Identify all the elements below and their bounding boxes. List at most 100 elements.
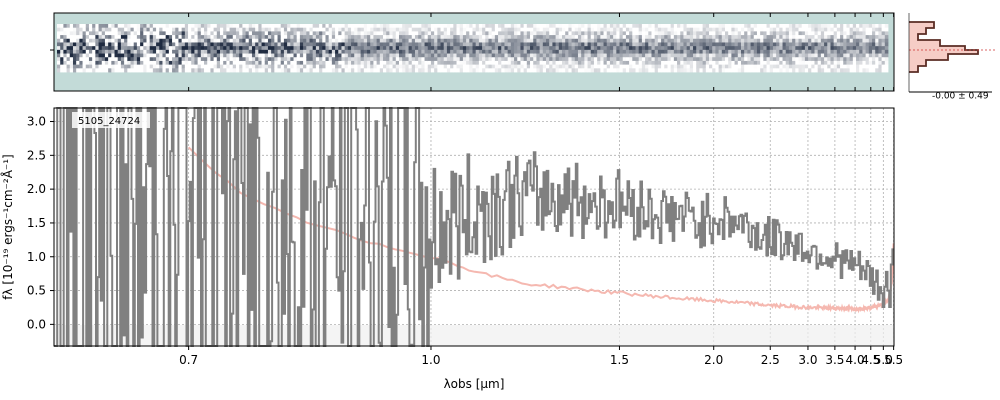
heatmap-cell (130, 38, 135, 43)
heatmap-cell (373, 68, 378, 73)
heatmap-cell (609, 60, 614, 66)
heatmap-cell (347, 49, 352, 54)
heatmap-cell (852, 31, 857, 36)
heatmap-cell (277, 57, 282, 62)
heatmap-cell (363, 42, 368, 47)
heatmap-cell (223, 27, 227, 32)
heatmap-cell (824, 24, 828, 29)
heatmap-cell (424, 31, 429, 36)
heatmap-cell (114, 27, 119, 32)
heatmap-cell (693, 60, 697, 66)
heatmap-cell (309, 42, 314, 47)
heatmap-cell (482, 53, 486, 58)
heatmap-cell (609, 53, 614, 58)
heatmap-cell (296, 42, 301, 47)
heatmap-cell (836, 24, 841, 29)
heatmap-cell (319, 27, 323, 32)
heatmap-cell (411, 35, 416, 40)
heatmap-cell (427, 46, 432, 51)
heatmap-cell (271, 42, 275, 47)
heatmap-cell (689, 24, 694, 29)
heatmap-cell (216, 68, 221, 73)
heatmap-cell (456, 24, 461, 29)
heatmap-cell (293, 64, 298, 69)
heatmap-cell (357, 64, 362, 69)
heatmap-cell (367, 60, 371, 66)
heatmap-cell (373, 42, 378, 47)
heatmap-cell (120, 49, 125, 54)
heatmap-cell (143, 38, 147, 43)
heatmap-cell (408, 57, 413, 62)
heatmap-cell (507, 24, 512, 29)
heatmap-cell (533, 46, 537, 51)
heatmap-cell (693, 38, 697, 43)
heatmap-cell (360, 49, 365, 54)
heatmap-cell (824, 27, 828, 32)
heatmap-cell (450, 27, 454, 32)
heatmap-cell (836, 60, 841, 66)
heatmap-cell (689, 57, 694, 62)
heatmap-cell (856, 42, 860, 47)
heatmap-cell (229, 68, 234, 73)
heatmap-cell (69, 57, 74, 62)
heatmap-cell (280, 42, 285, 47)
heatmap-cell (453, 64, 457, 69)
heatmap-cell (820, 35, 825, 40)
heatmap-cell (453, 35, 457, 40)
heatmap-cell (459, 53, 464, 58)
heatmap-cell (188, 38, 192, 43)
heatmap-cell (769, 42, 774, 47)
heatmap-cell (172, 27, 176, 32)
heatmap-cell (884, 27, 889, 32)
heatmap-cell (315, 35, 320, 40)
heatmap-cell (530, 49, 534, 54)
heatmap-cell (836, 64, 841, 69)
heatmap-cell (430, 38, 435, 43)
heatmap-cell (258, 46, 262, 51)
heatmap-cell (242, 31, 246, 36)
heatmap-cell (351, 68, 355, 73)
heatmap-cell (344, 31, 349, 36)
heatmap-cell (213, 27, 218, 32)
heatmap-cell (510, 57, 515, 62)
heatmap-cell (638, 24, 643, 29)
heatmap-cell (146, 57, 151, 62)
heatmap-cell (168, 57, 173, 62)
heatmap-cell (536, 60, 541, 66)
heatmap-cell (376, 31, 381, 36)
heatmap-cell (530, 31, 534, 36)
heatmap-cell (200, 57, 205, 62)
heatmap-cell (593, 46, 598, 51)
heatmap-cell (776, 27, 780, 32)
heatmap-cell (57, 64, 61, 69)
heatmap-cell (421, 46, 425, 51)
heatmap-cell (427, 60, 432, 66)
heatmap-cell (149, 31, 154, 36)
heatmap-cell (517, 42, 521, 47)
heatmap-cell (523, 49, 528, 54)
heatmap-cell (504, 46, 509, 51)
heatmap-cell (98, 53, 103, 58)
heatmap-cell (558, 46, 563, 51)
heatmap-cell (769, 27, 774, 32)
heatmap-cell (795, 53, 799, 58)
heatmap-cell (597, 46, 601, 51)
heatmap-cell (204, 42, 208, 47)
heatmap-cell (645, 31, 649, 36)
heatmap-cell (290, 38, 294, 43)
heatmap-cell (699, 31, 704, 36)
heatmap-cell (172, 64, 176, 69)
heatmap-cell (124, 49, 128, 54)
heatmap-cell (114, 42, 119, 47)
heatmap-cell (546, 27, 550, 32)
heatmap-cell (872, 49, 876, 54)
heatmap-cell (718, 24, 723, 29)
heatmap-cell (862, 38, 867, 43)
heatmap-cell (811, 24, 815, 29)
heatmap-cell (242, 27, 246, 32)
heatmap-cell (72, 38, 77, 43)
heatmap-cell (469, 31, 473, 36)
heatmap-cell (149, 42, 154, 47)
heatmap-cell (699, 49, 704, 54)
heatmap-cell (868, 27, 873, 32)
